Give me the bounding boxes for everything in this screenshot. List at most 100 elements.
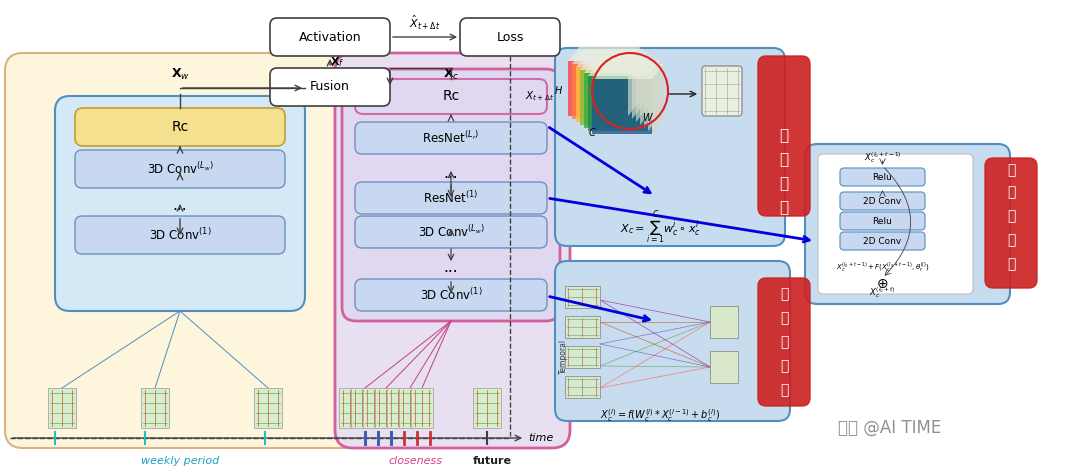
Bar: [565, 376, 600, 398]
Text: 空: 空: [780, 152, 788, 168]
FancyBboxPatch shape: [805, 144, 1010, 304]
Polygon shape: [636, 52, 648, 122]
Text: 性: 性: [780, 383, 788, 397]
FancyBboxPatch shape: [758, 56, 810, 216]
Text: 性: 性: [1007, 257, 1015, 271]
FancyBboxPatch shape: [75, 108, 285, 146]
Bar: [565, 346, 600, 368]
Polygon shape: [627, 46, 640, 116]
FancyBboxPatch shape: [702, 66, 742, 116]
FancyBboxPatch shape: [355, 216, 546, 248]
Polygon shape: [644, 58, 656, 128]
Text: 关: 关: [1007, 233, 1015, 247]
Text: 3D Conv$^{(1)}$: 3D Conv$^{(1)}$: [420, 287, 483, 303]
FancyBboxPatch shape: [355, 122, 546, 154]
Text: ResNet$^{(1)}$: ResNet$^{(1)}$: [423, 190, 478, 206]
FancyBboxPatch shape: [985, 158, 1037, 288]
Text: 关: 关: [780, 359, 788, 373]
Text: Temporal: Temporal: [558, 338, 567, 374]
Bar: [473, 388, 501, 428]
FancyBboxPatch shape: [55, 96, 305, 311]
FancyBboxPatch shape: [840, 232, 924, 250]
Text: 时: 时: [780, 287, 788, 301]
Text: time: time: [528, 433, 553, 443]
Polygon shape: [588, 61, 660, 76]
Text: 相: 相: [780, 335, 788, 349]
Polygon shape: [584, 58, 656, 73]
Bar: [565, 286, 600, 308]
Bar: [339, 388, 361, 428]
Text: $X_c^{(l)} = f(W_c^{(l)} * X_c^{(l-1)} + b_c^{(l)})$: $X_c^{(l)} = f(W_c^{(l)} * X_c^{(l-1)} +…: [599, 407, 720, 425]
Polygon shape: [652, 64, 664, 134]
Text: ...: ...: [173, 198, 187, 214]
Bar: [351, 388, 373, 428]
FancyBboxPatch shape: [75, 150, 285, 188]
Text: Relu: Relu: [873, 172, 892, 181]
Text: Relu: Relu: [873, 217, 892, 226]
Text: H: H: [555, 86, 562, 96]
Text: C: C: [589, 128, 595, 138]
FancyBboxPatch shape: [335, 53, 570, 448]
Polygon shape: [576, 52, 648, 67]
Bar: [141, 388, 168, 428]
Bar: [576, 67, 636, 122]
Bar: [592, 79, 652, 134]
Text: 空: 空: [780, 311, 788, 325]
Text: 异: 异: [780, 177, 788, 191]
Bar: [584, 73, 644, 128]
Text: $\hat{X}_{t+\Delta t}$: $\hat{X}_{t+\Delta t}$: [409, 14, 441, 32]
FancyBboxPatch shape: [840, 212, 924, 230]
Bar: [254, 388, 282, 428]
Text: weekly period: weekly period: [140, 456, 219, 466]
Bar: [399, 388, 421, 428]
Polygon shape: [568, 46, 640, 61]
Text: $\mathbf{X}_w$: $\mathbf{X}_w$: [171, 67, 189, 81]
Text: $X_c = \sum_{i=1}^{C} w_c^i \circ x_c^i$: $X_c = \sum_{i=1}^{C} w_c^i \circ x_c^i$: [620, 209, 700, 247]
FancyBboxPatch shape: [555, 261, 789, 421]
Text: $\mathbf{X}_f$: $\mathbf{X}_f$: [330, 55, 345, 69]
Text: closeness: closeness: [388, 456, 442, 466]
FancyBboxPatch shape: [75, 216, 285, 254]
Text: 空: 空: [1007, 163, 1015, 177]
Text: 时: 时: [780, 129, 788, 143]
Text: Loss: Loss: [497, 30, 524, 43]
Polygon shape: [592, 64, 664, 79]
Polygon shape: [640, 55, 652, 125]
Bar: [588, 76, 648, 131]
FancyBboxPatch shape: [818, 154, 973, 294]
FancyBboxPatch shape: [5, 53, 390, 448]
Text: 2D Conv: 2D Conv: [863, 197, 902, 206]
Text: ...: ...: [444, 260, 458, 276]
Text: ResNet$^{(L_r)}$: ResNet$^{(L_r)}$: [422, 130, 480, 146]
FancyBboxPatch shape: [270, 68, 390, 106]
Text: 3D Conv$^{(1)}$: 3D Conv$^{(1)}$: [149, 227, 212, 243]
Text: 3D Conv$^{(L_w)}$: 3D Conv$^{(L_w)}$: [418, 224, 485, 240]
Text: Rc: Rc: [443, 89, 460, 103]
FancyBboxPatch shape: [460, 18, 561, 56]
Text: $X_{t+\Delta t}$: $X_{t+\Delta t}$: [525, 89, 554, 103]
Text: W: W: [642, 113, 651, 123]
Bar: [411, 388, 433, 428]
FancyBboxPatch shape: [355, 182, 546, 214]
Bar: [580, 70, 640, 125]
Text: Activation: Activation: [299, 30, 362, 43]
Text: $X_c^{(l_0+t)}$: $X_c^{(l_0+t)}$: [869, 286, 896, 300]
FancyBboxPatch shape: [840, 192, 924, 210]
Bar: [363, 388, 384, 428]
Text: future: future: [473, 456, 512, 466]
Bar: [387, 388, 409, 428]
Text: 知乎 @AI TIME: 知乎 @AI TIME: [838, 419, 942, 437]
FancyBboxPatch shape: [270, 18, 390, 56]
Text: ...: ...: [444, 167, 458, 181]
Bar: [375, 388, 397, 428]
Text: Fusion: Fusion: [310, 80, 350, 93]
Bar: [568, 61, 627, 116]
FancyBboxPatch shape: [355, 279, 546, 311]
Text: $\mathbf{X}_c$: $\mathbf{X}_c$: [443, 67, 459, 81]
Bar: [710, 351, 738, 383]
Text: $X_c^{(l_0+t-1)} + F(X_c^{(l_0+t-1)}, \theta_r^{(l)})$: $X_c^{(l_0+t-1)} + F(X_c^{(l_0+t-1)}, \t…: [836, 261, 929, 275]
FancyBboxPatch shape: [840, 168, 924, 186]
Text: $\oplus$: $\oplus$: [876, 277, 889, 291]
Bar: [572, 64, 632, 119]
Text: 相: 相: [1007, 209, 1015, 223]
